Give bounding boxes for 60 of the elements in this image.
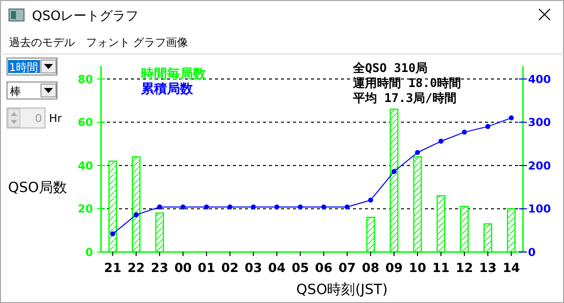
text: Hr xyxy=(49,112,62,125)
x-tick-label: 05 xyxy=(292,260,309,275)
y-tick-label: 0 xyxy=(85,246,94,259)
point xyxy=(344,204,350,210)
y2-tick-label: 400 xyxy=(528,72,552,86)
text: 過去のモデル xyxy=(9,36,75,49)
point xyxy=(250,204,256,210)
text: 0 xyxy=(35,112,42,125)
x-tick-label: 06 xyxy=(315,260,333,275)
text: 1時間 xyxy=(9,61,38,74)
chart-title: QSOレートグラフ xyxy=(32,9,139,24)
point xyxy=(368,198,374,203)
x-tick-label: 03 xyxy=(244,260,262,275)
y-axis-title: QSO局数 xyxy=(8,180,67,196)
point xyxy=(298,204,303,210)
point xyxy=(157,204,162,210)
point xyxy=(438,138,444,144)
x-tick-label: 23 xyxy=(150,260,168,275)
annotation: 全QSO 310局 xyxy=(352,61,428,75)
x-tick-label: 11 xyxy=(432,260,450,275)
y2-tick-label: 300 xyxy=(528,116,552,130)
x-tick-label: 01 xyxy=(198,260,216,275)
text: 棒 xyxy=(10,85,21,98)
text: 時間毎局数 xyxy=(141,67,207,82)
x-tick-label: 00 xyxy=(174,260,192,275)
y-tick-label: 20 xyxy=(78,202,94,216)
point xyxy=(462,130,467,135)
x-axis-title: QSO時刻(JST) xyxy=(296,282,388,298)
x-tick-label: 10 xyxy=(408,260,426,275)
x-tick-label: 14 xyxy=(502,260,520,275)
x-tick-label: 02 xyxy=(221,260,239,275)
text: グラフ画像 xyxy=(133,36,188,49)
y-tick-label: 60 xyxy=(78,116,94,130)
x-tick-label: 07 xyxy=(338,260,356,275)
point xyxy=(180,204,186,210)
x-tick-label: 12 xyxy=(456,260,474,275)
point xyxy=(110,231,116,236)
y-tick-label: 40 xyxy=(78,159,94,172)
point xyxy=(415,150,420,156)
point xyxy=(227,204,232,210)
x-tick-label: 09 xyxy=(385,260,403,275)
point xyxy=(204,204,209,210)
x-tick-label: 04 xyxy=(268,260,286,275)
y2-tick-label: 0 xyxy=(528,246,536,259)
point xyxy=(321,204,326,210)
y-tick-label: 80 xyxy=(78,72,94,86)
x-tick-label: 13 xyxy=(479,260,497,275)
point xyxy=(134,212,139,218)
text: フォント xyxy=(86,36,130,49)
annotation: 平均 17.3局/時間 xyxy=(352,91,456,105)
point xyxy=(392,169,397,174)
y2-tick-label: 200 xyxy=(528,159,552,172)
point xyxy=(274,204,280,210)
point xyxy=(485,124,490,130)
x-tick-label: 22 xyxy=(127,260,145,275)
y2-tick-label: 100 xyxy=(528,202,552,216)
text: 累積局数 xyxy=(140,82,194,97)
point xyxy=(508,115,514,120)
x-tick-label: 21 xyxy=(104,260,122,275)
x-tick-label: 08 xyxy=(362,260,380,275)
